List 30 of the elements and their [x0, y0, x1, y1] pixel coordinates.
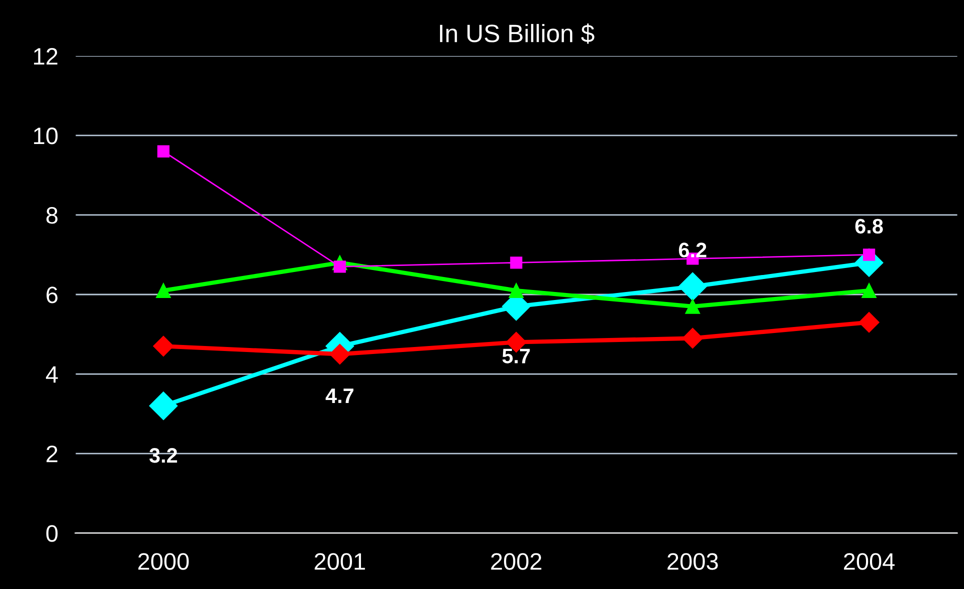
data-label: 4.7 — [326, 388, 354, 403]
data-label: 6.2 — [678, 242, 706, 258]
chart-title: In US Billion $ — [440, 24, 594, 44]
point — [682, 328, 703, 349]
point — [858, 312, 880, 333]
point — [508, 283, 524, 298]
x-tick-label: 2000 — [138, 553, 189, 570]
x-tick-label: 2003 — [668, 553, 718, 570]
point — [153, 336, 174, 357]
point — [862, 283, 877, 298]
point — [156, 283, 171, 298]
point — [685, 298, 700, 314]
point — [329, 344, 350, 364]
point — [678, 272, 707, 301]
data-label: 5.7 — [502, 348, 530, 364]
point — [510, 256, 522, 269]
y-tick-label: 12 — [34, 48, 58, 65]
y-tick-label: 4 — [46, 366, 58, 383]
point — [862, 248, 876, 261]
y-tick-label: 0 — [46, 525, 58, 542]
y-tick-label: 8 — [46, 207, 58, 224]
y-tick-label: 2 — [46, 446, 58, 462]
data-label: 6.8 — [855, 218, 883, 234]
y-tick-label: 10 — [34, 128, 58, 144]
point — [157, 145, 170, 158]
y-tick-label: 6 — [46, 286, 58, 304]
point — [149, 392, 178, 420]
x-tick-label: 2002 — [491, 553, 542, 570]
x-tick-label: 2004 — [844, 553, 895, 570]
x-tick-label: 2001 — [314, 553, 365, 570]
